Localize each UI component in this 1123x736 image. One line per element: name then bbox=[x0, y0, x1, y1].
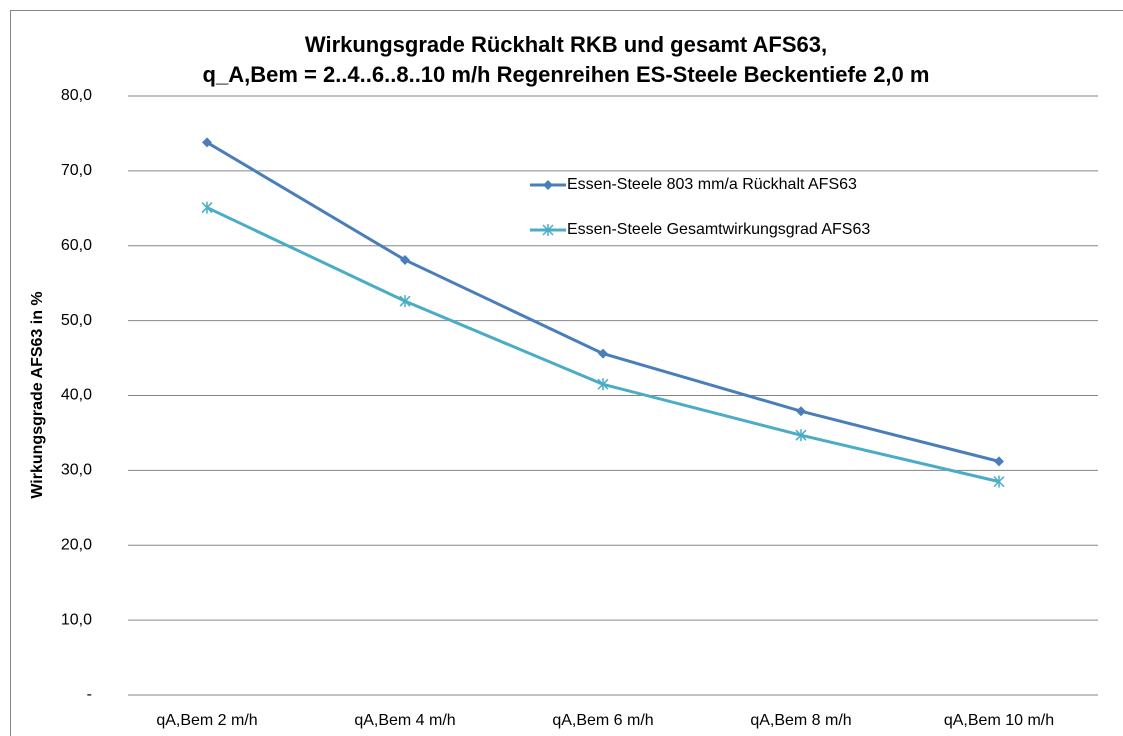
marker bbox=[597, 378, 609, 391]
x-tick-label: qA,Bem 2 m/h bbox=[156, 712, 257, 729]
marker bbox=[795, 429, 807, 442]
y-tick-label: 30,0 bbox=[61, 462, 92, 479]
marker bbox=[994, 456, 1004, 467]
y-tick-label: 70,0 bbox=[61, 162, 92, 179]
x-tick-label: qA,Bem 10 m/h bbox=[944, 712, 1054, 729]
marker bbox=[543, 180, 553, 190]
marker bbox=[796, 406, 806, 417]
x-tick-label: qA,Bem 6 m/h bbox=[552, 712, 653, 729]
chart-title: q_A,Bem = 2..4..6..8..10 m/h Regenreihen… bbox=[203, 62, 930, 87]
y-tick-label: 10,0 bbox=[61, 611, 92, 628]
marker bbox=[598, 348, 608, 359]
y-tick-label: 80,0 bbox=[61, 87, 92, 104]
y-tick-label: 20,0 bbox=[61, 536, 92, 553]
y-tick-label: 60,0 bbox=[61, 237, 92, 254]
y-tick-label: 50,0 bbox=[61, 312, 92, 329]
chart-border bbox=[10, 10, 1123, 736]
legend-label: Essen-Steele 803 mm/a Rückhalt AFS63 bbox=[567, 176, 857, 193]
chart-title: Wirkungsgrade Rückhalt RKB und gesamt AF… bbox=[305, 32, 827, 57]
marker bbox=[542, 224, 554, 236]
marker bbox=[993, 475, 1005, 488]
marker bbox=[400, 254, 410, 265]
marker bbox=[399, 295, 411, 308]
legend-label: Essen-Steele Gesamtwirkungsgrad AFS63 bbox=[567, 221, 870, 238]
x-tick-label: qA,Bem 8 m/h bbox=[750, 712, 851, 729]
x-tick-label: qA,Bem 4 m/h bbox=[354, 712, 455, 729]
marker bbox=[201, 201, 213, 214]
y-tick-label: - bbox=[87, 686, 92, 703]
marker bbox=[202, 137, 212, 148]
y-axis-label: Wirkungsgrade AFS63 in % bbox=[29, 291, 46, 498]
y-tick-label: 40,0 bbox=[61, 387, 92, 404]
